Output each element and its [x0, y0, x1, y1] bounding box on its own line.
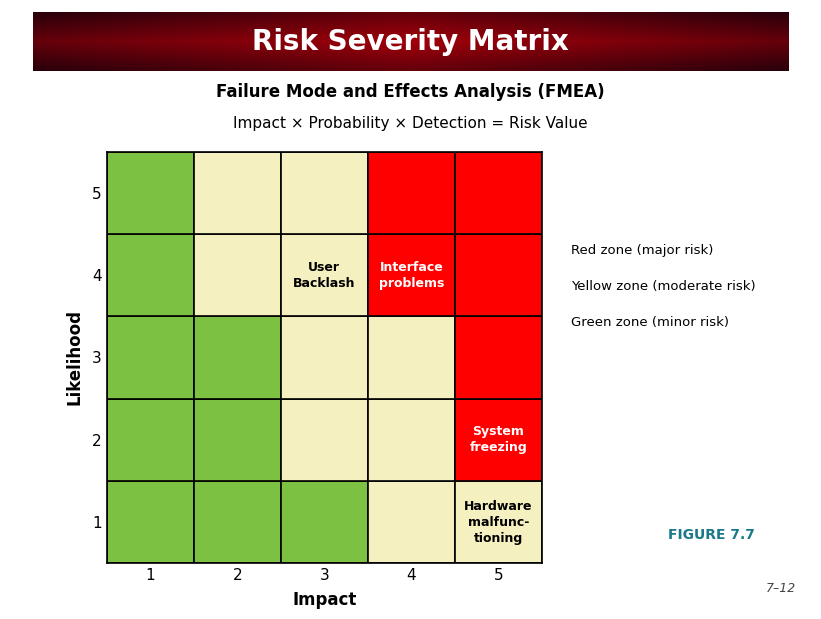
Bar — [281, 152, 368, 234]
Bar — [107, 481, 194, 563]
Text: Yellow zone (moderate risk): Yellow zone (moderate risk) — [571, 280, 755, 293]
Bar — [194, 316, 281, 399]
Bar — [368, 316, 455, 399]
Bar — [455, 399, 542, 481]
Bar — [368, 399, 455, 481]
Text: FIGURE 7.7: FIGURE 7.7 — [668, 529, 755, 542]
Text: Interface
problems: Interface problems — [378, 261, 444, 290]
Bar — [107, 399, 194, 481]
Bar — [194, 234, 281, 316]
Bar — [194, 481, 281, 563]
Bar — [107, 152, 194, 234]
Text: User
Backlash: User Backlash — [293, 261, 355, 290]
Bar — [281, 316, 368, 399]
Bar — [455, 316, 542, 399]
Text: System
freezing: System freezing — [470, 425, 527, 454]
Bar — [107, 316, 194, 399]
Bar — [455, 481, 542, 563]
Bar — [281, 234, 368, 316]
Text: Failure Mode and Effects Analysis (FMEA): Failure Mode and Effects Analysis (FMEA) — [216, 84, 605, 102]
Bar — [194, 399, 281, 481]
Y-axis label: Likelihood: Likelihood — [66, 310, 84, 405]
X-axis label: Impact: Impact — [292, 592, 356, 610]
Bar — [455, 234, 542, 316]
Bar — [281, 399, 368, 481]
Bar — [368, 234, 455, 316]
Bar — [455, 152, 542, 234]
Bar — [281, 481, 368, 563]
Text: Hardware
malfunc-
tioning: Hardware malfunc- tioning — [464, 500, 533, 545]
Text: Red zone (major risk): Red zone (major risk) — [571, 244, 713, 258]
Bar — [368, 481, 455, 563]
Bar — [194, 152, 281, 234]
Text: Risk Severity Matrix: Risk Severity Matrix — [252, 28, 569, 56]
Bar — [107, 234, 194, 316]
Bar — [368, 152, 455, 234]
Text: Green zone (minor risk): Green zone (minor risk) — [571, 316, 728, 329]
Text: Impact × Probability × Detection = Risk Value: Impact × Probability × Detection = Risk … — [233, 116, 588, 131]
Text: 7–12: 7–12 — [766, 581, 796, 595]
